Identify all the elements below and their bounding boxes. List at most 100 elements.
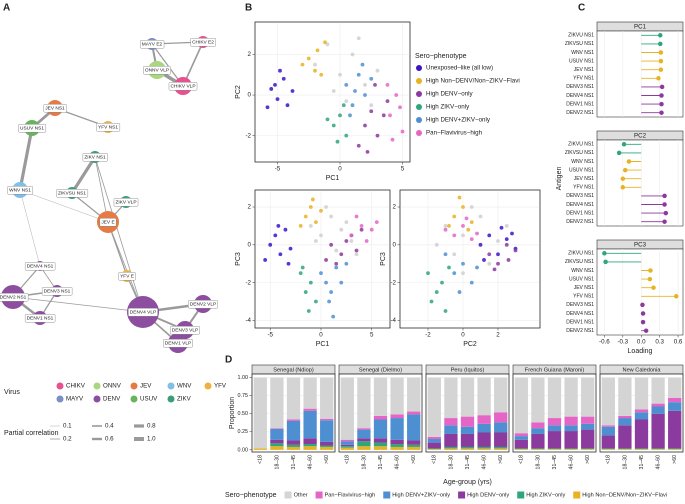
bar-segment <box>427 377 441 437</box>
legend-swatch <box>56 382 64 390</box>
point <box>278 68 282 73</box>
point <box>331 314 336 319</box>
legend-swatch <box>167 395 175 403</box>
bar-segment <box>618 415 632 419</box>
bar-segment <box>651 403 665 407</box>
y-tick-label: DENV1 NS1 <box>566 210 594 216</box>
bar-segment <box>407 414 421 441</box>
point <box>324 258 328 262</box>
bar-segment <box>320 420 334 442</box>
point <box>344 261 349 266</box>
x-tick-label: >60 <box>324 455 330 464</box>
lollipop <box>641 276 653 282</box>
legend-swatch <box>167 382 175 390</box>
point <box>398 105 402 110</box>
point <box>385 99 390 104</box>
bar-segment <box>668 410 682 449</box>
x-tick-label: 0 <box>319 332 323 339</box>
node-label: JEV NS1 <box>45 105 65 111</box>
y-axis-label: PC2 <box>235 85 242 99</box>
point <box>323 40 327 45</box>
point <box>443 227 448 232</box>
facet-title: New Caledonia <box>623 367 662 373</box>
bar-segment <box>373 377 388 416</box>
point <box>306 309 311 313</box>
point <box>298 271 303 276</box>
point <box>356 143 361 148</box>
bar-segment <box>601 448 615 450</box>
node-label-box <box>24 262 56 271</box>
bar-segment <box>531 448 545 450</box>
point <box>315 48 320 53</box>
y-tick-label: 0 <box>248 92 252 99</box>
point <box>335 139 340 144</box>
legend-label: CHIKV <box>66 383 86 390</box>
point <box>308 280 313 285</box>
point <box>344 99 349 104</box>
edge <box>12 296 144 313</box>
bar-segment <box>320 418 334 421</box>
lollipop <box>620 176 642 181</box>
x-tick-label: 46–60 <box>655 455 661 470</box>
x-tick-label: 18–30 <box>448 455 454 470</box>
node-label-box <box>163 339 193 348</box>
bar-segment <box>460 377 475 417</box>
node-label: DENV2 VLP <box>190 301 216 307</box>
bar-segment <box>303 408 317 411</box>
bar-segment <box>547 377 562 419</box>
bar-segment <box>460 448 475 450</box>
bar-segment <box>651 406 665 414</box>
point <box>339 252 344 257</box>
point <box>359 224 364 228</box>
bar-segment <box>601 426 615 436</box>
x-tick-label: -2 <box>425 332 431 339</box>
bar-segment <box>460 433 475 447</box>
y-tick-label: YFV NS1 <box>573 185 594 191</box>
point <box>461 205 465 209</box>
point <box>331 123 336 128</box>
y-tick-label: USUV NS1 <box>569 58 594 64</box>
y-axis-label: PC3 <box>235 252 242 266</box>
plot-border <box>254 189 391 329</box>
legend-swatch <box>204 382 212 390</box>
x-tick-label: >60 <box>585 455 591 464</box>
bar-segment <box>581 423 595 430</box>
point <box>447 224 451 228</box>
point <box>356 72 361 77</box>
x-tick-label: <18 <box>519 455 525 464</box>
node-label: JEV E <box>101 219 114 225</box>
bar-segment <box>514 448 528 450</box>
node-label-box <box>99 218 117 227</box>
point <box>373 82 377 87</box>
point <box>300 265 305 270</box>
bar-segment <box>270 446 284 450</box>
point <box>327 299 331 304</box>
point <box>310 197 315 202</box>
node-label: CHIKV E2 <box>192 39 214 45</box>
facet-title: Peru (Iquitos) <box>451 367 485 373</box>
point <box>334 248 339 253</box>
bar-segment <box>634 419 649 449</box>
x-tick-label: 46–60 <box>307 455 313 470</box>
plot-frame <box>596 30 684 118</box>
y-tick-label: YFV NS1 <box>573 294 594 300</box>
legend-swatch <box>517 491 525 499</box>
point <box>461 261 465 266</box>
bar-segment <box>564 449 578 450</box>
node-label: DENV4 NS1 <box>27 263 54 269</box>
legend-swatch <box>458 491 466 499</box>
bar-segment <box>427 436 441 439</box>
legend-swatch <box>383 491 391 499</box>
legend-label: 0.2 <box>63 436 72 443</box>
point <box>308 205 313 209</box>
x-tick-label: 0 <box>338 166 342 173</box>
x-tick-label: <18 <box>432 455 438 464</box>
point <box>434 290 439 294</box>
point <box>344 133 349 138</box>
bar-segment <box>373 419 388 439</box>
bar-segment <box>270 377 284 429</box>
x-tick-label: 0.0 <box>637 339 646 346</box>
bar-segment <box>320 377 334 419</box>
point <box>285 103 290 108</box>
bar-segment <box>564 416 578 426</box>
